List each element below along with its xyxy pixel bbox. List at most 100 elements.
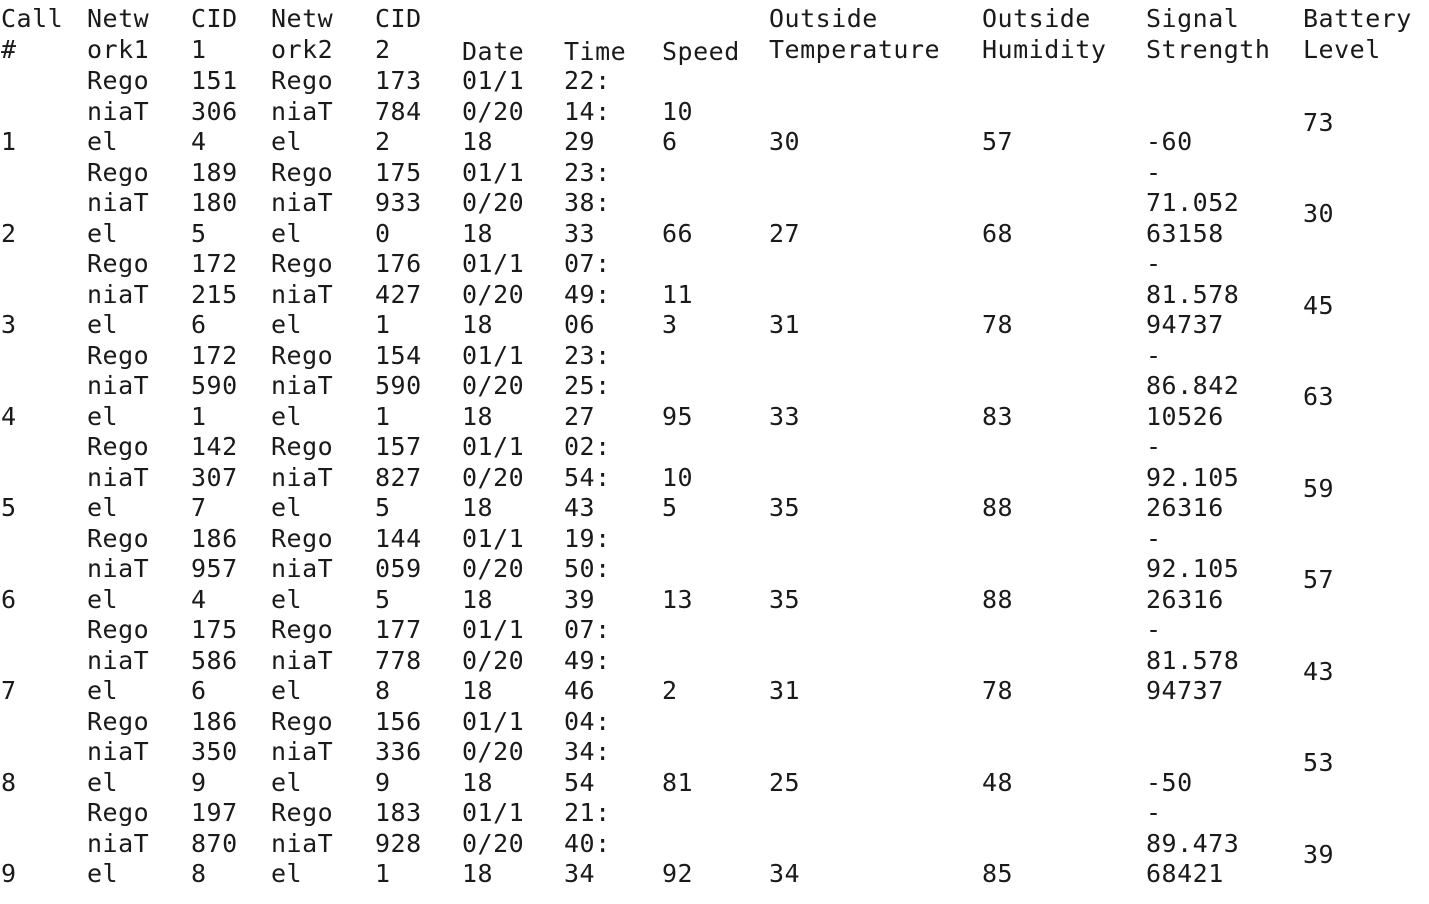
cell-date: 18 — [462, 859, 494, 888]
cell-cid1: 8 — [191, 859, 207, 888]
cell-network1: niaT — [87, 96, 150, 126]
header-date: Date — [462, 36, 525, 66]
cell-signal-strength: 10526 — [1146, 401, 1224, 431]
cell-signal-strength: -50 — [1146, 767, 1193, 797]
cell-battery-level: 53 — [1303, 748, 1335, 777]
header-network2: ork2 — [271, 34, 334, 64]
cell-signal-strength: 89.473 — [1146, 828, 1240, 858]
cell-network2: el — [271, 767, 303, 797]
header-signal-strength: Signal — [1146, 4, 1240, 33]
cell-network2: el — [271, 493, 303, 522]
cell-date: 18 — [462, 127, 494, 156]
cell-call-number: 1 — [1, 127, 17, 156]
cell-cid2: 173 — [375, 66, 422, 95]
cell-cid1: 180 — [191, 188, 238, 217]
cell-signal-strength: 26316 — [1146, 584, 1224, 614]
cell-network1: Rego — [87, 340, 150, 370]
cell-call-number: 3 — [1, 310, 17, 339]
header-speed: Speed — [662, 36, 740, 66]
cell-cid2: 827 — [375, 462, 422, 492]
cell-battery-level: 73 — [1303, 107, 1335, 137]
cell-date: 0/20 — [462, 188, 525, 217]
cell-network2: Rego — [271, 249, 334, 278]
cell-network1: niaT — [87, 554, 150, 583]
cell-network2: Rego — [271, 798, 334, 827]
cell-network2: niaT — [271, 737, 334, 766]
cell-speed: 11 — [662, 279, 694, 309]
cell-time: 19: — [564, 523, 611, 553]
cell-cid2: 0 — [375, 218, 391, 248]
cell-time: 06 — [564, 310, 596, 339]
header-cid1: CID — [191, 4, 238, 33]
cell-cid1: 7 — [191, 493, 207, 522]
cell-time: 54: — [564, 462, 611, 492]
cell-signal-strength: 63158 — [1146, 218, 1224, 248]
cell-cid1: 586 — [191, 645, 238, 675]
cell-signal-strength: 94737 — [1146, 676, 1224, 705]
cell-cid2: 427 — [375, 279, 422, 309]
cell-outside-humidity: 57 — [982, 127, 1014, 156]
cell-network1: niaT — [87, 279, 150, 309]
cell-battery-level: 43 — [1303, 656, 1335, 686]
cell-date: 01/1 — [462, 249, 525, 278]
cell-network1: el — [87, 127, 119, 156]
cell-speed: 5 — [662, 493, 678, 522]
cell-network1: Rego — [87, 798, 150, 827]
header-outside-humidity: Humidity — [982, 34, 1107, 64]
cell-network1: el — [87, 584, 119, 614]
cell-network1: Rego — [87, 249, 150, 278]
cell-call-number: 4 — [1, 401, 17, 431]
cell-speed: 95 — [662, 401, 694, 431]
cell-call-number: 8 — [1, 767, 17, 797]
cell-signal-strength: 81.578 — [1146, 645, 1240, 675]
cell-outside-temperature: 31 — [769, 310, 801, 339]
cell-network2: Rego — [271, 66, 334, 95]
cell-battery-level: 57 — [1303, 565, 1335, 594]
cell-cid1: 4 — [191, 584, 207, 614]
cell-date: 18 — [462, 310, 494, 339]
cell-cid1: 172 — [191, 249, 238, 278]
cell-cid1: 172 — [191, 340, 238, 370]
cell-cid2: 059 — [375, 554, 422, 583]
cell-network2: el — [271, 859, 303, 888]
header-cid1: 1 — [191, 34, 207, 64]
cell-signal-strength: 86.842 — [1146, 371, 1240, 400]
cell-cid1: 175 — [191, 615, 238, 644]
cell-date: 01/1 — [462, 706, 525, 736]
cell-date: 0/20 — [462, 371, 525, 400]
cell-time: 49: — [564, 279, 611, 309]
cell-outside-humidity: 78 — [982, 676, 1014, 705]
cell-cid1: 307 — [191, 462, 238, 492]
header-battery-level: Level — [1303, 34, 1381, 64]
cell-time: 34: — [564, 737, 611, 766]
cell-network2: Rego — [271, 523, 334, 553]
cell-speed: 10 — [662, 96, 694, 126]
cell-time: 23: — [564, 340, 611, 370]
cell-network2: niaT — [271, 645, 334, 675]
cell-signal-strength: 68421 — [1146, 859, 1224, 888]
cell-cid1: 6 — [191, 310, 207, 339]
cell-date: 0/20 — [462, 737, 525, 766]
cell-signal-strength: - — [1146, 157, 1162, 187]
cell-cid1: 590 — [191, 371, 238, 400]
cell-network2: niaT — [271, 188, 334, 217]
cell-cid1: 9 — [191, 767, 207, 797]
cell-cid2: 175 — [375, 157, 422, 187]
cell-time: 50: — [564, 554, 611, 583]
cell-date: 18 — [462, 401, 494, 431]
cell-cid1: 870 — [191, 828, 238, 858]
header-battery-level: Battery — [1303, 4, 1412, 33]
cell-date: 18 — [462, 584, 494, 614]
cell-outside-humidity: 88 — [982, 584, 1014, 614]
cell-cid2: 1 — [375, 310, 391, 339]
cell-network1: Rego — [87, 523, 150, 553]
cell-time: 38: — [564, 188, 611, 217]
header-call-number: Call — [1, 4, 64, 33]
cell-signal-strength: - — [1146, 615, 1162, 644]
cell-network2: niaT — [271, 371, 334, 400]
cell-date: 01/1 — [462, 523, 525, 553]
cell-network2: el — [271, 127, 303, 156]
cell-time: 02: — [564, 432, 611, 461]
cell-cid2: 177 — [375, 615, 422, 644]
